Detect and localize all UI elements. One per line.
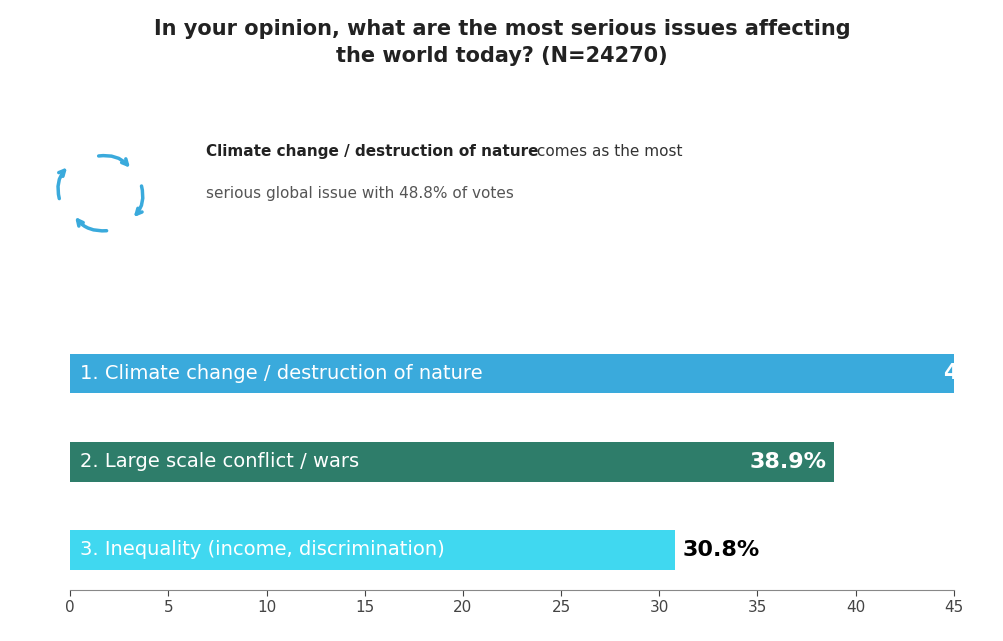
Text: 2. Large scale conflict / wars: 2. Large scale conflict / wars: [80, 453, 359, 471]
Text: Climate change / destruction of nature: Climate change / destruction of nature: [206, 144, 538, 159]
Bar: [70, 530, 674, 570]
Text: In your opinion, what are the most serious issues affecting
the world today? (N=: In your opinion, what are the most serio…: [153, 19, 850, 65]
Text: 48.8%: 48.8%: [943, 363, 1003, 383]
Bar: [70, 354, 1003, 394]
Text: 3. Inequality (income, discrimination): 3. Inequality (income, discrimination): [80, 540, 444, 560]
Bar: [70, 442, 833, 481]
Text: 38.9%: 38.9%: [748, 452, 825, 472]
Text: 1. Climate change / destruction of nature: 1. Climate change / destruction of natur…: [80, 364, 482, 383]
Text: comes as the most: comes as the most: [532, 144, 682, 159]
Text: serious global issue with 48.8% of votes: serious global issue with 48.8% of votes: [206, 186, 514, 201]
Text: 30.8%: 30.8%: [682, 540, 759, 560]
